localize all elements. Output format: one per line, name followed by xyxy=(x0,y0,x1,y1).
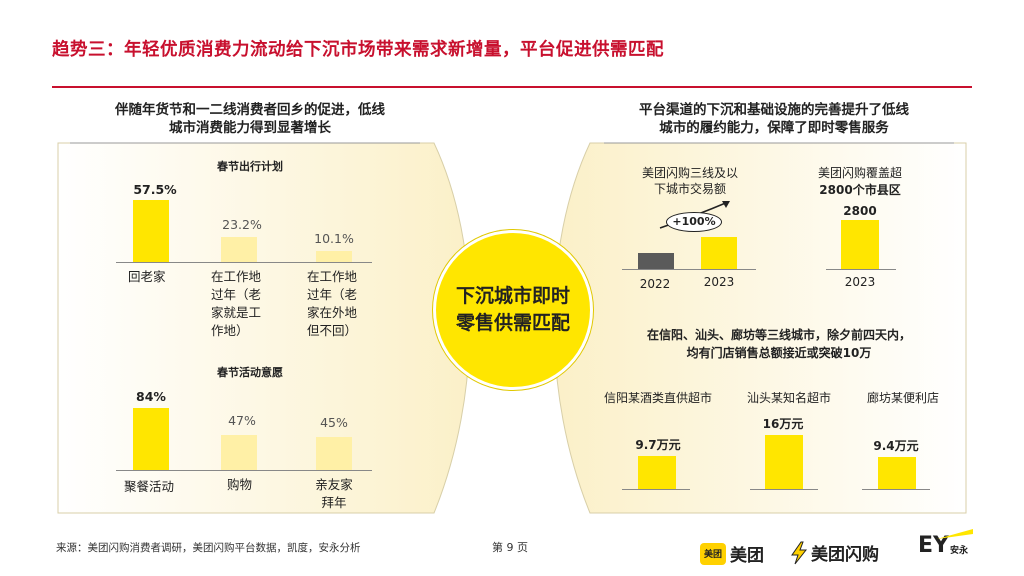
chart2-value-label: 45% xyxy=(320,415,348,430)
page-title: 趋势三：年轻优质消费力流动给下沉市场带来需求新增量，平台促进供需匹配 xyxy=(52,40,664,60)
category-line: 过年（老 xyxy=(307,287,358,302)
category-line: 聚餐活动 xyxy=(124,479,175,494)
chart2-baseline xyxy=(116,470,372,471)
chart3-category: 2023 xyxy=(703,275,735,289)
chart4-title-line: 美团闪购覆盖超 xyxy=(817,166,902,180)
chart3-title: 美团闪购三线及以 下城市交易额 xyxy=(625,165,755,197)
chart2-bar xyxy=(221,435,257,470)
chart2-value-label: 47% xyxy=(228,413,256,428)
right-heading-line-2: 城市的履约能力，保障了即时零售服务 xyxy=(659,120,889,136)
meituan-logo: 美团 美团 xyxy=(700,541,764,566)
chart2-bar xyxy=(316,437,352,470)
chart2-value-label: 84% xyxy=(136,389,166,404)
chart4-value-label: 2800 xyxy=(843,204,877,218)
meituan-logo-text: 美团 xyxy=(730,546,764,566)
meituan-flash-logo: 美团闪购 xyxy=(790,540,879,565)
chart3-bar xyxy=(701,237,737,269)
chart5-baseline xyxy=(750,489,818,490)
category-line: 回老家 xyxy=(128,269,166,284)
center-line-2: 零售供需匹配 xyxy=(455,312,570,334)
chart5-category: 汕头某知名超市 xyxy=(746,391,831,405)
category-line: 购物 xyxy=(227,477,253,492)
chart5-title-line: 均有门店销售总额接近或突破10万 xyxy=(686,346,872,360)
chart5-value-label: 9.7万元 xyxy=(635,438,681,452)
center-highlight-circle: 下沉城市即时 零售供需匹配 xyxy=(433,230,593,390)
chart4-title: 美团闪购覆盖超 2800个市县区 xyxy=(795,165,925,199)
chart5-baseline xyxy=(862,489,930,490)
category-line: 拜年 xyxy=(321,495,347,510)
chart4-baseline xyxy=(826,269,896,270)
chart5-category: 廊坊某便利店 xyxy=(866,391,939,405)
category-line: 家在外地 xyxy=(307,305,358,320)
category-line: 在工作地 xyxy=(211,269,262,284)
category-line: 家就是工 xyxy=(211,305,262,320)
meituan-logo-box: 美团 xyxy=(700,542,726,565)
chart2-title: 春节活动意愿 xyxy=(217,366,283,379)
chart1-category: 在工作地 过年（老 家就是工 作地） xyxy=(211,268,261,340)
chart1-value-label: 23.2% xyxy=(222,217,262,232)
chart3-baseline xyxy=(622,269,756,270)
chart3-category: 2022 xyxy=(639,277,671,291)
chart1-bar xyxy=(221,237,257,262)
left-heading-line-1: 伴随年货节和一二线消费者回乡的促进，低线 xyxy=(115,102,385,118)
chart3-title-line: 下城市交易额 xyxy=(653,182,726,196)
category-line: 亲友家 xyxy=(315,477,353,492)
chart1-bar xyxy=(316,251,352,262)
category-line: 在工作地 xyxy=(307,269,358,284)
chart5-value-label: 16万元 xyxy=(762,417,804,431)
chart2-category: 聚餐活动 xyxy=(124,478,174,496)
chart5-title-line: 在信阳、汕头、廊坊等三线城市，除夕前四天内， xyxy=(646,328,911,342)
title-divider xyxy=(52,86,972,88)
chart4-category: 2023 xyxy=(844,275,876,289)
left-heading-line-2: 城市消费能力得到显著增长 xyxy=(169,120,331,136)
growth-badge: +100% xyxy=(666,212,722,232)
center-line-1: 下沉城市即时 xyxy=(455,285,570,307)
chart3-bar xyxy=(638,253,674,269)
chart2-category: 购物 xyxy=(227,476,252,494)
chart3-title-line: 美团闪购三线及以 xyxy=(641,166,738,180)
page-number: 第 9 页 xyxy=(492,541,528,554)
category-line: 但不回） xyxy=(307,323,358,338)
chart1-value-label: 57.5% xyxy=(133,182,177,197)
chart4-bar xyxy=(841,220,879,269)
ey-logo-subtext: 安永 xyxy=(949,546,968,556)
ey-beam-icon xyxy=(937,529,973,539)
chart1-baseline xyxy=(116,262,372,263)
chart5-bar xyxy=(765,435,803,489)
chart4-title-line: 2800个市县区 xyxy=(819,183,901,197)
chart5-title: 在信阳、汕头、廊坊等三线城市，除夕前四天内， 均有门店销售总额接近或突破10万 xyxy=(604,326,954,362)
chart1-category: 在工作地 过年（老 家在外地 但不回） xyxy=(307,268,357,340)
chart1-category: 回老家 xyxy=(128,268,166,286)
chart5-bar xyxy=(878,457,916,489)
chart5-category: 信阳某酒类直供超市 xyxy=(603,391,712,405)
chart1-value-label: 10.1% xyxy=(314,231,354,246)
chart5-value-label: 9.4万元 xyxy=(873,439,919,453)
right-panel-heading: 平台渠道的下沉和基础设施的完善提升了低线 城市的履约能力，保障了即时零售服务 xyxy=(594,101,954,137)
chart1-title: 春节出行计划 xyxy=(217,160,283,173)
left-panel-heading: 伴随年货节和一二线消费者回乡的促进，低线 城市消费能力得到显著增长 xyxy=(70,101,430,137)
chart5-baseline xyxy=(622,489,690,490)
chart1-bar xyxy=(133,200,169,262)
chart2-category: 亲友家 拜年 xyxy=(312,476,356,512)
category-line: 作地） xyxy=(211,323,249,338)
chart2-bar xyxy=(133,408,169,470)
chart5-bar xyxy=(638,456,676,489)
footer-source: 来源：美团闪购消费者调研，美团闪购平台数据，凯度，安永分析 xyxy=(56,542,361,554)
meituan-flash-logo-text: 美团闪购 xyxy=(811,545,879,565)
lightning-icon xyxy=(791,541,808,564)
category-line: 过年（老 xyxy=(211,287,262,302)
right-heading-line-1: 平台渠道的下沉和基础设施的完善提升了低线 xyxy=(639,102,909,118)
